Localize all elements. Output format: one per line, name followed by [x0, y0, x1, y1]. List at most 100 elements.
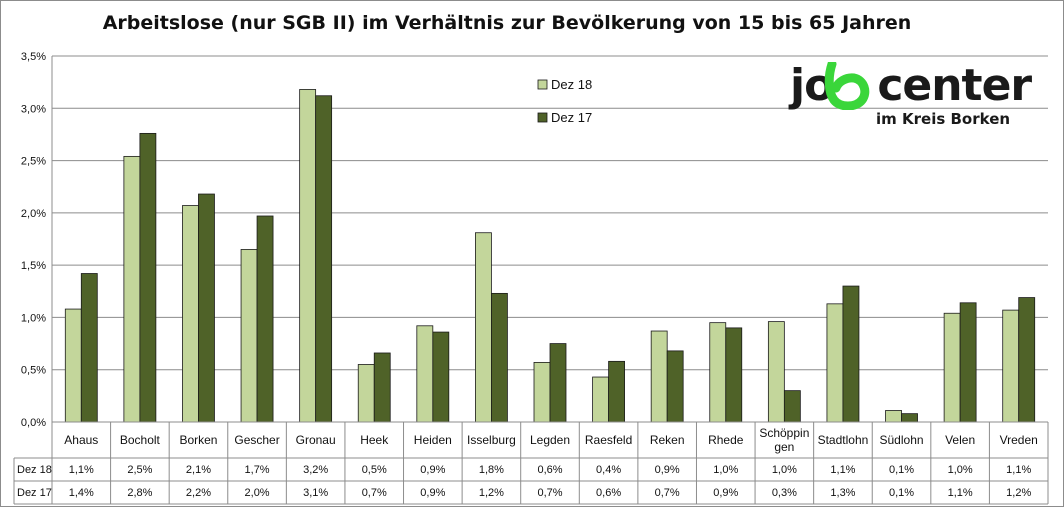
legend-swatch [537, 112, 548, 123]
data-label: 1,1% [1006, 464, 1031, 476]
data-label: 1,0% [772, 464, 797, 476]
legend-label: Dez 18 [551, 77, 592, 92]
bar-dez-17-7 [491, 292, 508, 423]
bar-dez-18-3 [240, 249, 258, 423]
bar-dez-17-3 [256, 215, 274, 423]
data-label: 3,1% [303, 487, 328, 499]
category-label: Stadtlohn [818, 433, 869, 447]
category-label: Gronau [296, 433, 336, 447]
category-label: Legden [530, 433, 570, 447]
bar-dez-18-2 [182, 205, 199, 423]
bar-dez-18-5 [357, 364, 375, 423]
bar-dez-18-11 [709, 322, 727, 423]
bar-dez-18-9 [592, 376, 609, 423]
data-label: 1,2% [479, 487, 504, 499]
category-label: Ahaus [64, 433, 98, 447]
data-label: 1,1% [948, 487, 973, 499]
bar-dez-18-13 [826, 303, 844, 423]
data-label: 1,4% [69, 487, 94, 499]
bar-dez-17-11 [725, 327, 743, 423]
legend-swatch [537, 79, 548, 90]
bar-dez-18-16 [1002, 309, 1020, 423]
category-label: Vreden [1000, 433, 1038, 447]
bar-dez-18-7 [475, 232, 492, 423]
bar-dez-17-10 [666, 350, 684, 423]
y-tick-label: 0,0% [21, 417, 46, 429]
category-label: Velen [945, 433, 975, 447]
category-label: Heek [360, 433, 389, 447]
table-row-label: Dez 17 [17, 487, 52, 499]
bar-dez-17-8 [549, 343, 567, 423]
category-label: Bocholt [120, 433, 161, 447]
category-label: Raesfeld [585, 433, 632, 447]
y-tick-label: 2,5% [21, 156, 46, 168]
data-label: 0,1% [889, 464, 914, 476]
bar-dez-17-6 [432, 331, 450, 423]
data-label: 0,6% [596, 487, 621, 499]
data-label: 2,8% [127, 487, 152, 499]
data-label: 1,1% [830, 464, 855, 476]
chart-title: Arbeitslose (nur SGB II) im Verhältnis z… [102, 12, 912, 34]
data-label: 1,7% [245, 464, 270, 476]
data-label: 0,9% [420, 487, 445, 499]
y-tick-label: 2,0% [21, 208, 46, 220]
logo-subtitle: im Kreis Borken [876, 110, 1011, 128]
data-label: 0,6% [537, 464, 562, 476]
category-label: Rhede [708, 433, 744, 447]
data-label: 0,3% [772, 487, 797, 499]
category-label: Isselburg [467, 433, 516, 447]
legend-label: Dez 17 [551, 110, 592, 125]
data-label: 1,0% [948, 464, 973, 476]
category-label: Südlohn [880, 433, 924, 447]
bar-dez-18-10 [650, 330, 668, 423]
bar-dez-17-5 [373, 352, 391, 423]
data-label: 3,2% [303, 464, 328, 476]
bar-dez-17-9 [608, 360, 625, 423]
category-label: Heiden [414, 433, 452, 447]
category-label: Schöppin [759, 426, 809, 440]
bar-dez-18-1 [123, 155, 141, 423]
data-label: 0,5% [362, 464, 387, 476]
bar-dez-17-14 [901, 413, 918, 423]
bar-dez-18-4 [299, 89, 317, 423]
bar-dez-18-15 [943, 312, 961, 423]
data-label: 0,1% [889, 487, 914, 499]
table-row-label: Dez 18 [17, 464, 52, 476]
y-tick-label: 0,5% [21, 365, 46, 377]
bar-dez-17-16 [1018, 297, 1036, 423]
data-label: 0,9% [420, 464, 445, 476]
bar-dez-18-0 [64, 308, 82, 423]
bar-dez-17-12 [783, 390, 801, 423]
bar-dez-17-15 [959, 302, 977, 423]
logo-b-mark-icon [824, 62, 870, 110]
data-label: 0,9% [713, 487, 738, 499]
bar-dez-17-2 [198, 193, 215, 423]
bar-dez-17-0 [80, 273, 98, 423]
data-label: 0,9% [655, 464, 680, 476]
category-label: Gescher [234, 433, 279, 447]
category-label: Reken [650, 433, 685, 447]
data-label: 2,1% [186, 464, 211, 476]
bar-dez-17-1 [139, 132, 157, 423]
data-label: 2,0% [245, 487, 270, 499]
data-label: 0,4% [596, 464, 621, 476]
jobcenter-logo: jo center im Kreis Borken [790, 60, 1035, 130]
data-label: 1,1% [69, 464, 94, 476]
category-label: Borken [179, 433, 217, 447]
data-label: 1,2% [1006, 487, 1031, 499]
bar-dez-18-12 [767, 321, 785, 423]
bar-dez-18-8 [533, 361, 551, 423]
bar-dez-17-13 [842, 285, 860, 423]
data-label: 0,7% [362, 487, 387, 499]
y-tick-label: 1,0% [21, 312, 46, 324]
data-label: 0,7% [655, 487, 680, 499]
bar-dez-18-14 [885, 410, 902, 423]
bar-dez-18-6 [416, 325, 434, 423]
y-tick-label: 3,5% [21, 51, 46, 63]
y-tick-label: 1,5% [21, 260, 46, 272]
data-label: 2,2% [186, 487, 211, 499]
data-label: 1,0% [713, 464, 738, 476]
data-label: 2,5% [127, 464, 152, 476]
data-label: 1,3% [830, 487, 855, 499]
